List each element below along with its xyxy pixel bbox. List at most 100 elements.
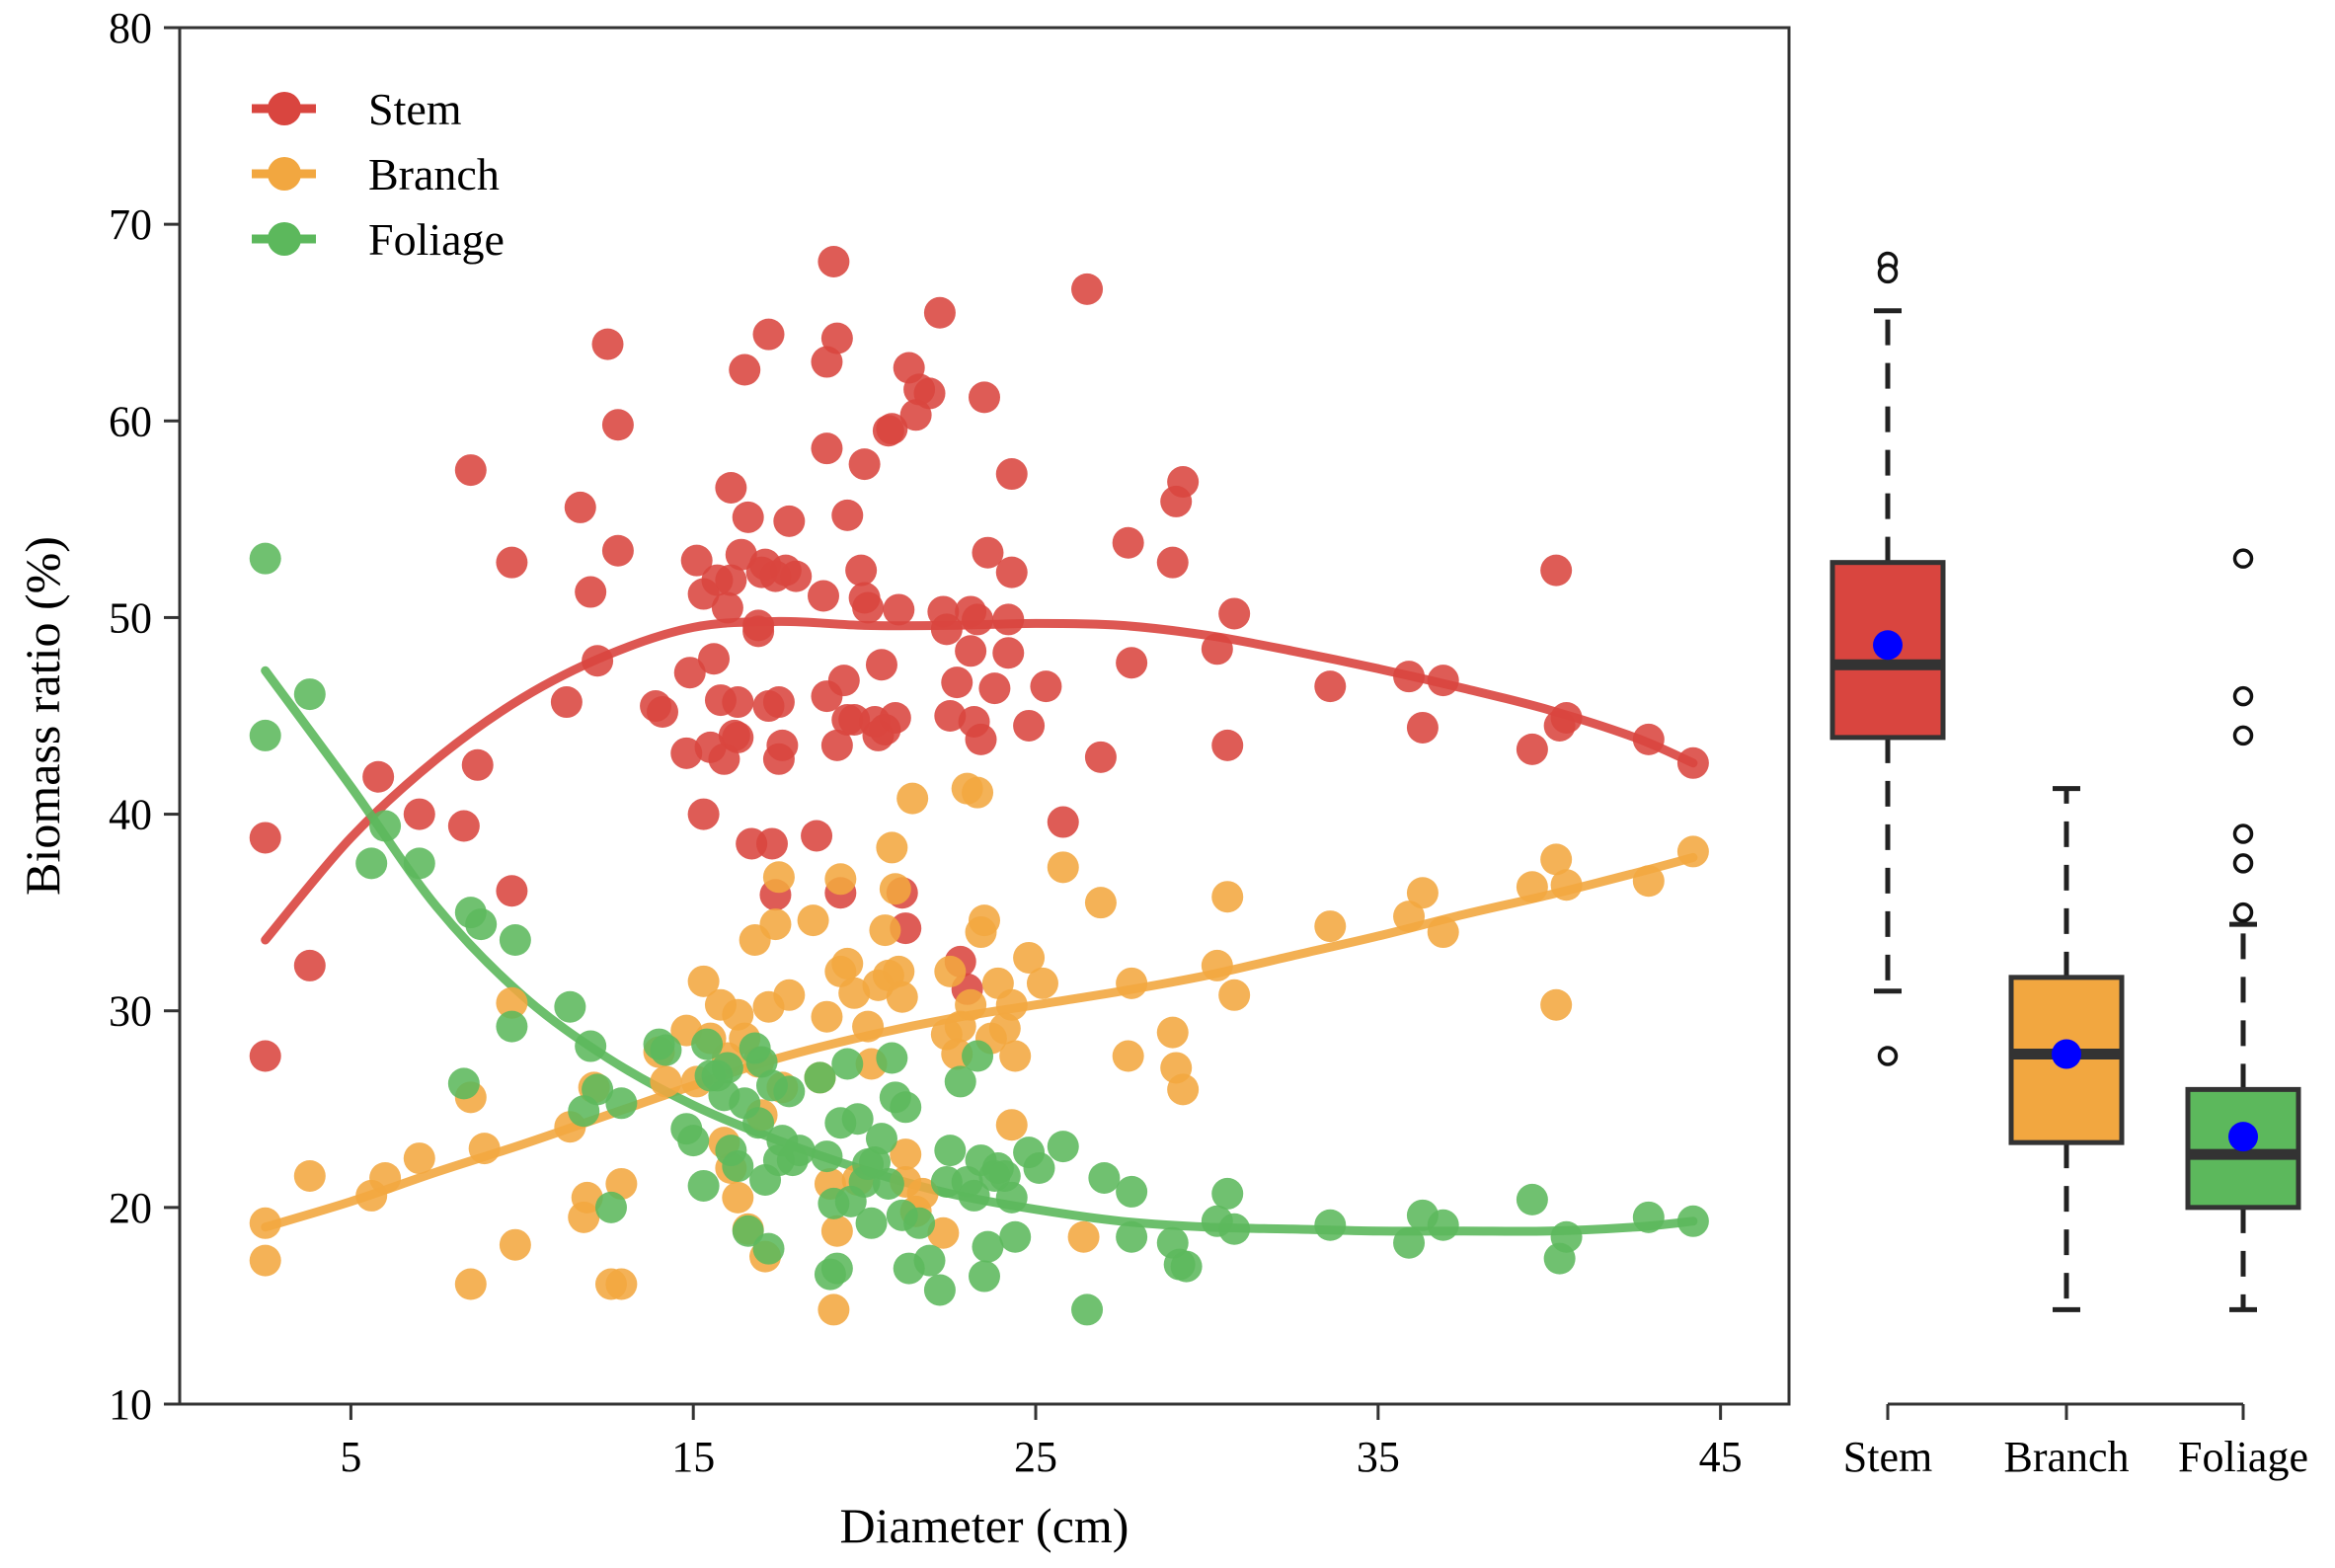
point-stem — [1013, 709, 1046, 742]
point-stem — [845, 554, 878, 587]
point-foliage — [745, 1046, 778, 1078]
point-foliage — [841, 1103, 874, 1136]
outlier-foliage — [2232, 685, 2254, 707]
point-branch — [454, 1268, 487, 1300]
y-tick-label: 80 — [109, 4, 152, 52]
point-stem — [742, 609, 775, 642]
point-branch — [499, 1228, 531, 1261]
point-branch — [1406, 877, 1439, 909]
point-stem — [913, 377, 946, 410]
point-branch — [838, 977, 871, 1009]
point-stem — [962, 603, 994, 636]
point-branch — [1112, 1040, 1144, 1072]
point-foliage — [872, 1167, 904, 1200]
point-foliage — [732, 1215, 764, 1247]
point-foliage — [687, 1169, 720, 1202]
point-stem — [670, 737, 703, 769]
point-branch — [969, 904, 1000, 937]
point-stem — [831, 499, 864, 531]
point-stem — [362, 760, 395, 793]
point-foliage — [582, 1073, 614, 1106]
point-stem — [680, 544, 713, 577]
point-stem — [808, 580, 839, 612]
box-category-label-stem: Stem — [1843, 1433, 1932, 1481]
point-branch — [820, 1215, 853, 1247]
point-stem — [591, 328, 624, 360]
point-stem — [1156, 546, 1189, 579]
point-foliage — [1170, 1250, 1203, 1283]
outlier-stem — [1877, 263, 1899, 284]
point-foliage — [972, 1230, 1004, 1263]
point-foliage — [742, 1107, 775, 1139]
point-foliage — [1211, 1177, 1244, 1210]
point-branch — [249, 1244, 281, 1277]
point-branch — [293, 1159, 326, 1192]
point-branch — [1218, 979, 1251, 1011]
point-branch — [1167, 1073, 1200, 1106]
point-stem — [1676, 746, 1709, 779]
point-foliage — [890, 1091, 922, 1124]
point-foliage — [944, 1065, 976, 1098]
point-stem — [1218, 597, 1251, 630]
point-branch — [883, 955, 915, 987]
point-branch — [571, 1181, 603, 1214]
point-branch — [797, 904, 829, 937]
point-foliage — [403, 847, 435, 880]
point-foliage — [876, 1042, 908, 1074]
x-axis-ticks: 5 15 25 35 45 — [340, 1404, 1743, 1481]
mean-marker-foliage — [2228, 1122, 2258, 1152]
point-stem — [811, 432, 843, 465]
point-stem — [969, 381, 1000, 414]
point-stem — [766, 729, 799, 761]
point-stem — [820, 322, 853, 354]
point-stem — [732, 501, 764, 533]
point-foliage — [447, 1067, 480, 1100]
outlier-foliage — [2232, 725, 2254, 746]
point-foliage — [554, 990, 586, 1023]
point-stem — [883, 593, 915, 626]
point-stem — [1540, 554, 1573, 587]
point-foliage — [752, 1232, 785, 1265]
point-stem — [848, 448, 881, 481]
point-branch — [811, 1000, 843, 1033]
point-stem — [249, 1040, 281, 1072]
point-foliage — [249, 542, 281, 575]
scatter-plot-frame — [178, 26, 1791, 1406]
point-foliage — [1116, 1220, 1148, 1253]
point-foliage — [1516, 1183, 1548, 1215]
point-stem — [550, 686, 583, 719]
point-branch — [369, 1161, 402, 1194]
point-stem — [1406, 711, 1439, 744]
point-branch — [1013, 941, 1046, 974]
point-stem — [992, 603, 1025, 636]
point-foliage — [903, 1207, 936, 1239]
point-branch — [934, 955, 967, 987]
point-stem — [564, 491, 596, 523]
point-stem — [995, 458, 1028, 491]
mean-marker-stem — [1873, 630, 1903, 661]
point-foliage — [999, 1220, 1032, 1253]
point-stem — [729, 353, 761, 386]
point-branch — [876, 831, 908, 864]
point-foliage — [811, 1140, 843, 1173]
point-foliage — [465, 908, 498, 941]
legend-marker-stem — [268, 92, 301, 125]
point-stem — [801, 820, 833, 852]
legend-marker-foliage — [268, 222, 301, 256]
point-stem — [496, 875, 528, 907]
point-branch — [605, 1268, 638, 1300]
point-stem — [827, 665, 860, 697]
outlier-foliage — [2232, 853, 2254, 874]
scatter-panel: 10 20 30 40 50 60 70 80 5 15 25 35 45 Stem Branch Fol… — [15, 4, 1791, 1553]
point-stem — [934, 700, 967, 732]
outlier-foliage — [2232, 548, 2254, 569]
y-tick-label: 50 — [109, 593, 152, 642]
point-foliage — [831, 1048, 864, 1080]
point-branch — [906, 1177, 939, 1210]
y-tick-label: 30 — [109, 987, 152, 1036]
point-foliage — [691, 1028, 724, 1060]
point-foliage — [934, 1135, 967, 1167]
point-foliage — [249, 719, 281, 751]
point-branch — [1540, 988, 1573, 1021]
point-branch — [1427, 916, 1459, 949]
